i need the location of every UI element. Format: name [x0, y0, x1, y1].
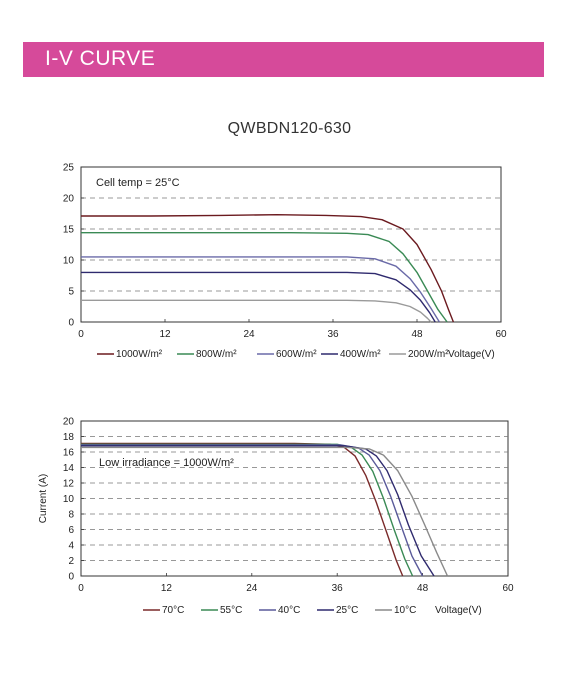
chart1-x-tick-label: 12 — [159, 329, 171, 340]
chart2-x-tick-label: 60 — [502, 583, 514, 594]
chart2-x-axis-label: Voltage(V) — [435, 605, 482, 616]
chart1-annotation: Cell temp = 25°C — [96, 177, 180, 189]
chart2-y-tick-label: 14 — [63, 463, 75, 474]
chart2-annotation: Low irradiance = 1000W/m² — [99, 457, 234, 469]
chart2-y-tick-label: 0 — [68, 572, 74, 583]
chart1-x-tick-label: 60 — [495, 329, 507, 340]
chart1-x-tick-label: 24 — [243, 329, 255, 340]
chart2-y-tick-label: 12 — [63, 479, 75, 490]
chart2-x-tick-label: 0 — [78, 583, 84, 594]
chart2-series-line-4 — [81, 446, 449, 577]
chart2-legend-label-0: 70°C — [162, 605, 184, 616]
chart2-x-tick-label: 48 — [417, 583, 429, 594]
chart1-y-tick-label: 5 — [68, 287, 74, 298]
chart2-legend-label-2: 40°C — [278, 605, 300, 616]
chart1-legend-label-1: 800W/m² — [196, 349, 237, 360]
chart1-legend-label-0: 1000W/m² — [116, 349, 163, 360]
chart2-y-tick-label: 2 — [68, 556, 74, 567]
chart1-legend-label-3: 400W/m² — [340, 349, 381, 360]
chart1-series-line-2 — [81, 256, 440, 323]
chart1-y-tick-label: 10 — [63, 256, 75, 267]
chart2-y-tick-label: 8 — [68, 510, 74, 521]
chart2-y-tick-label: 10 — [63, 494, 75, 505]
chart1-series-line-4 — [81, 299, 432, 323]
chart1-x-tick-label: 36 — [327, 329, 339, 340]
model-title: QWBDN120-630 — [227, 120, 352, 137]
chart1-x-axis-label: Voltage(V) — [448, 349, 495, 360]
chart1-y-tick-label: 20 — [63, 194, 75, 205]
chart2-legend-label-3: 25°C — [336, 605, 358, 616]
chart1-y-tick-label: 15 — [63, 225, 75, 236]
chart1-series-line-0 — [81, 214, 455, 323]
section-title: I-V CURVE — [45, 47, 156, 70]
chart2-series-line-2 — [81, 444, 424, 577]
chart2-y-tick-label: 6 — [68, 525, 74, 536]
chart2-y-tick-label: 4 — [68, 541, 74, 552]
chart2-x-tick-label: 12 — [161, 583, 173, 594]
chart1-legend-label-4: 200W/m² — [408, 349, 449, 360]
chart2-y-tick-label: 20 — [63, 417, 75, 428]
section-banner: I-V CURVE — [23, 42, 544, 77]
chart1-x-tick-label: 48 — [411, 329, 423, 340]
chart2-series-line-3 — [81, 445, 435, 577]
chart1-series-line-3 — [81, 271, 436, 323]
chart1-plot-frame — [80, 166, 502, 323]
chart1-y-tick-label: 0 — [68, 318, 74, 329]
chart1-y-tick-label: 25 — [63, 163, 75, 174]
chart2-legend-label-4: 10°C — [394, 605, 416, 616]
chart2-y-tick-label: 16 — [63, 448, 75, 459]
chart2-y-tick-label: 18 — [63, 432, 75, 443]
chart2-series-line-0 — [81, 442, 404, 577]
chart2-x-tick-label: 24 — [246, 583, 258, 594]
chart1-legend-label-2: 600W/m² — [276, 349, 317, 360]
chart2-x-tick-label: 36 — [332, 583, 344, 594]
chart1-x-tick-label: 0 — [78, 329, 84, 340]
chart1-series-line-1 — [81, 232, 448, 323]
chart2-legend-label-1: 55°C — [220, 605, 242, 616]
chart2-y-axis-label: Current (A) — [38, 474, 49, 523]
